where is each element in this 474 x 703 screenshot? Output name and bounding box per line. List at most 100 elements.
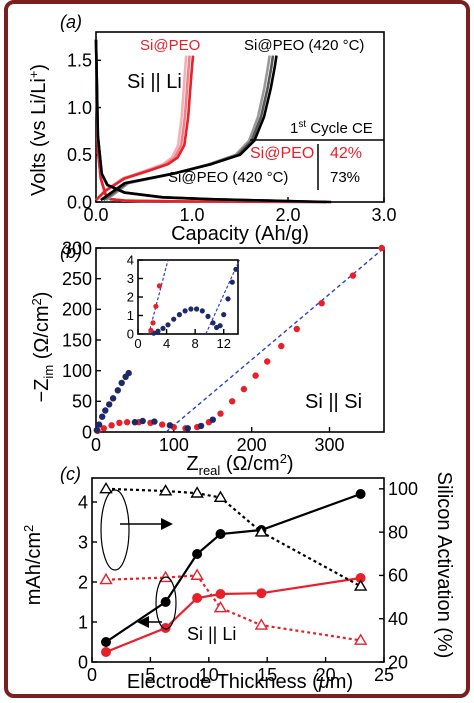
inset-ytick-label: 3	[127, 271, 134, 286]
panel-a-curves	[94, 39, 332, 204]
fit-line	[165, 247, 385, 433]
series-0-marker	[192, 549, 203, 559]
panel-c-y2tick-label: 60	[388, 566, 408, 586]
inset-point-navy	[217, 323, 223, 329]
panel-c-y2tick-label: 100	[388, 479, 418, 499]
series-2-marker	[254, 525, 269, 537]
ce-row-2-name: Si@PEO (420 °C)	[168, 169, 288, 186]
panel-a-ytick-label: 1.5	[67, 51, 92, 71]
inset-xtick-label: 0	[134, 336, 141, 351]
inset-point-navy	[221, 312, 227, 318]
point-navy	[102, 407, 109, 414]
panel-b-ytick-label: 50	[72, 392, 92, 412]
point-red	[229, 398, 236, 405]
panel-b-xtick-label: 100	[159, 435, 189, 455]
series-2-marker	[158, 484, 173, 496]
point-navy	[125, 369, 132, 377]
point-navy	[166, 422, 174, 429]
ce-row-1-name: Si@PEO	[250, 145, 314, 162]
inset-point-red	[156, 283, 162, 289]
inset-xtick-label: 12	[216, 336, 230, 351]
inset-point-navy	[229, 279, 235, 285]
point-navy	[118, 379, 125, 387]
inset-xtick-label: 8	[192, 336, 199, 351]
ce-row-2-value: 73%	[330, 169, 360, 186]
point-navy	[139, 417, 146, 425]
panel-c-xtick-label: 0	[87, 665, 97, 685]
panel-c-ytick-label: 0	[78, 652, 88, 672]
point-red	[293, 325, 300, 333]
inset-point-navy	[194, 306, 200, 312]
figure-frame	[4, 0, 470, 698]
point-red	[100, 425, 108, 432]
point-navy	[184, 425, 191, 432]
panel-c-cell-label: Si || Li	[187, 624, 236, 644]
panel-c-letter: (c)	[60, 464, 81, 484]
inset-point-navy	[205, 313, 211, 319]
inset-point-navy	[160, 325, 166, 331]
series-2-marker	[353, 579, 368, 591]
point-navy	[109, 395, 117, 402]
inset-ytick-label: 0	[127, 327, 134, 342]
series-3-marker	[254, 618, 269, 630]
inset-point-red	[148, 327, 154, 333]
panel-c-xtick-label: 20	[316, 665, 336, 685]
point-navy	[106, 401, 113, 408]
series-1-marker	[256, 588, 267, 599]
inset-point-red	[153, 303, 159, 309]
curve-si-peo-420-charge-cycle-1	[100, 55, 278, 202]
point-navy	[197, 422, 205, 430]
inset-ytick-label: 4	[127, 253, 134, 268]
inset-point-navy	[155, 328, 161, 334]
ce-table-header: 1st Cycle CE	[290, 119, 373, 137]
inset-point-navy	[233, 266, 239, 272]
panel-c-y2tick-label: 20	[388, 652, 408, 672]
series-0-marker	[355, 489, 366, 499]
panel-c-xtick-label: 5	[145, 665, 155, 685]
series-1-marker	[160, 623, 171, 633]
point-navy	[114, 387, 122, 394]
series-2-marker	[190, 486, 204, 498]
series-2-marker	[99, 481, 113, 494]
panel-b-xlabel: Zreal (Ω/cm2)	[186, 451, 293, 478]
panel-c-xlabel: Electrode Thickness (μm)	[127, 671, 353, 693]
panel-b-ytick-label: 0	[82, 422, 92, 442]
point-red	[264, 358, 271, 365]
inset-ytick-label: 1	[127, 308, 134, 323]
point-navy	[93, 427, 101, 434]
annotation-ellipse-middle	[155, 576, 177, 630]
panel-b-ytick-label: 100	[62, 361, 92, 381]
series-0-marker	[101, 637, 111, 647]
inset-point-navy	[165, 322, 171, 328]
point-red	[116, 419, 123, 426]
annotation-ellipse-left	[100, 489, 130, 571]
panel-a-cell-label: Si || Li	[127, 71, 182, 93]
panel-c-ylabel: mAh/cm2	[21, 525, 45, 606]
series-3-marker	[99, 572, 113, 585]
series-2-marker	[213, 490, 228, 503]
series-3-marker	[213, 601, 228, 613]
panel-c-y2tick-label: 40	[388, 609, 408, 629]
series-1-marker	[355, 573, 366, 583]
inset-point-navy	[176, 312, 182, 318]
point-red	[159, 421, 166, 428]
point-navy	[151, 418, 158, 425]
point-red	[108, 422, 115, 429]
series-0-marker	[160, 597, 171, 607]
curve-si-peo-420-discharge-cycle-1	[94, 39, 332, 204]
series-3-marker	[190, 568, 204, 580]
panel-a-xtick-label: 1.0	[179, 205, 204, 225]
ce-row-1-value: 42%	[330, 145, 362, 162]
inset-point-navy	[199, 308, 205, 314]
series-1-line	[105, 576, 361, 654]
inset-point-navy	[225, 296, 231, 302]
panel-a-ytick-label: 1.0	[67, 98, 92, 118]
point-red	[252, 372, 259, 379]
series-1-marker	[101, 647, 111, 657]
point-navy	[131, 419, 139, 426]
panel-c-xtick-label: 10	[199, 665, 219, 685]
panel-a-xlabel: Capacity (Ah/g)	[171, 223, 309, 245]
